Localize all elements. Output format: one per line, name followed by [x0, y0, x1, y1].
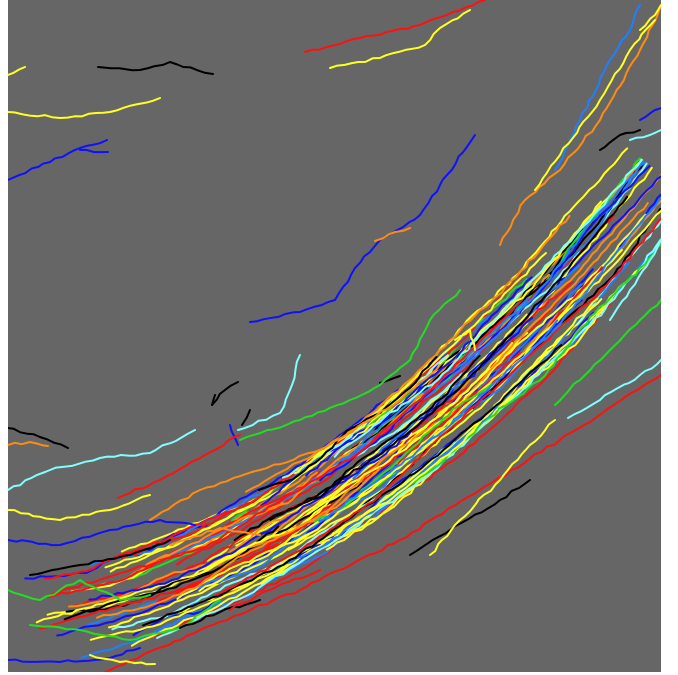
track-line [245, 214, 571, 493]
track-line [8, 579, 151, 601]
track-line [304, 0, 486, 53]
track-line [8, 519, 196, 547]
track-line [121, 273, 523, 560]
track-line [117, 434, 241, 499]
track-line [318, 197, 661, 523]
track-line [305, 276, 533, 477]
track-line [97, 61, 214, 75]
track-line [287, 209, 661, 551]
track-line [8, 66, 26, 76]
track-line [429, 419, 556, 556]
track-line [143, 293, 619, 641]
track-line [8, 647, 141, 663]
track-line [39, 351, 521, 630]
track-line [374, 227, 411, 242]
track-line [211, 394, 216, 406]
track-line [29, 539, 171, 576]
track-line [35, 331, 529, 624]
track-line [241, 409, 251, 426]
track-line [156, 237, 661, 639]
track-line [333, 158, 643, 458]
track-line [599, 129, 641, 151]
track-line [176, 408, 474, 600]
track-line [409, 479, 531, 556]
track-line [8, 429, 196, 491]
track-line [319, 165, 651, 482]
track-line [385, 243, 661, 503]
track-line [233, 354, 481, 542]
track-line [89, 654, 156, 666]
track-line [258, 355, 438, 492]
track-line [8, 494, 151, 521]
track-line [454, 329, 476, 351]
track-lines [8, 0, 661, 672]
track-line [8, 97, 161, 119]
track-line [169, 527, 261, 546]
track-line [237, 354, 301, 431]
track-line [313, 383, 493, 523]
track-line [229, 424, 239, 446]
track-line [179, 599, 261, 629]
track-line [239, 289, 461, 441]
track-line [29, 599, 221, 641]
track-line [44, 473, 295, 580]
track-line [249, 134, 476, 323]
track-line [149, 364, 441, 521]
track-line [609, 239, 661, 321]
track-line [50, 307, 516, 596]
track-line [216, 216, 661, 596]
track-line [229, 569, 321, 611]
track-line [567, 359, 661, 419]
track-line [96, 466, 381, 619]
track-line [269, 195, 629, 521]
track-line [639, 107, 661, 121]
track-line [499, 4, 661, 246]
track-line [554, 299, 661, 406]
track-line [639, 4, 661, 31]
track-line [8, 427, 69, 449]
track-line [329, 9, 471, 69]
track-line [104, 374, 661, 672]
track-line [79, 148, 109, 154]
track-line [534, 19, 656, 191]
track-line [8, 139, 108, 181]
track-line [629, 129, 661, 141]
track-line [190, 319, 559, 593]
track-line [8, 441, 49, 447]
track-line [211, 381, 239, 406]
